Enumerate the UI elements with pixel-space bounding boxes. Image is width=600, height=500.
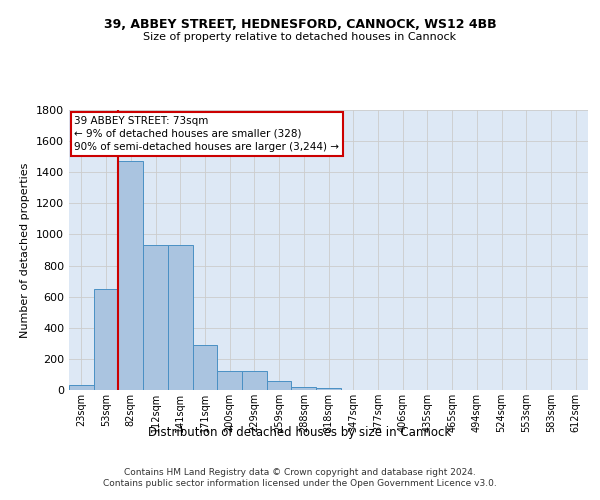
Bar <box>94 289 118 390</box>
Bar <box>168 244 193 390</box>
Text: Distribution of detached houses by size in Cannock: Distribution of detached houses by size … <box>148 426 452 439</box>
Text: 39 ABBEY STREET: 73sqm
← 9% of detached houses are smaller (328)
90% of semi-det: 39 ABBEY STREET: 73sqm ← 9% of detached … <box>74 116 339 152</box>
Text: 39, ABBEY STREET, HEDNESFORD, CANNOCK, WS12 4BB: 39, ABBEY STREET, HEDNESFORD, CANNOCK, W… <box>104 18 496 30</box>
Text: Contains public sector information licensed under the Open Government Licence v3: Contains public sector information licen… <box>103 480 497 488</box>
Bar <box>193 345 217 390</box>
Bar <box>316 388 341 390</box>
Bar <box>292 387 316 390</box>
Bar <box>217 370 242 390</box>
Bar <box>118 162 143 390</box>
Text: Size of property relative to detached houses in Cannock: Size of property relative to detached ho… <box>143 32 457 42</box>
Bar <box>267 380 292 390</box>
Text: Contains HM Land Registry data © Crown copyright and database right 2024.: Contains HM Land Registry data © Crown c… <box>124 468 476 477</box>
Bar <box>242 370 267 390</box>
Y-axis label: Number of detached properties: Number of detached properties <box>20 162 31 338</box>
Bar <box>143 244 168 390</box>
Bar <box>69 384 94 390</box>
